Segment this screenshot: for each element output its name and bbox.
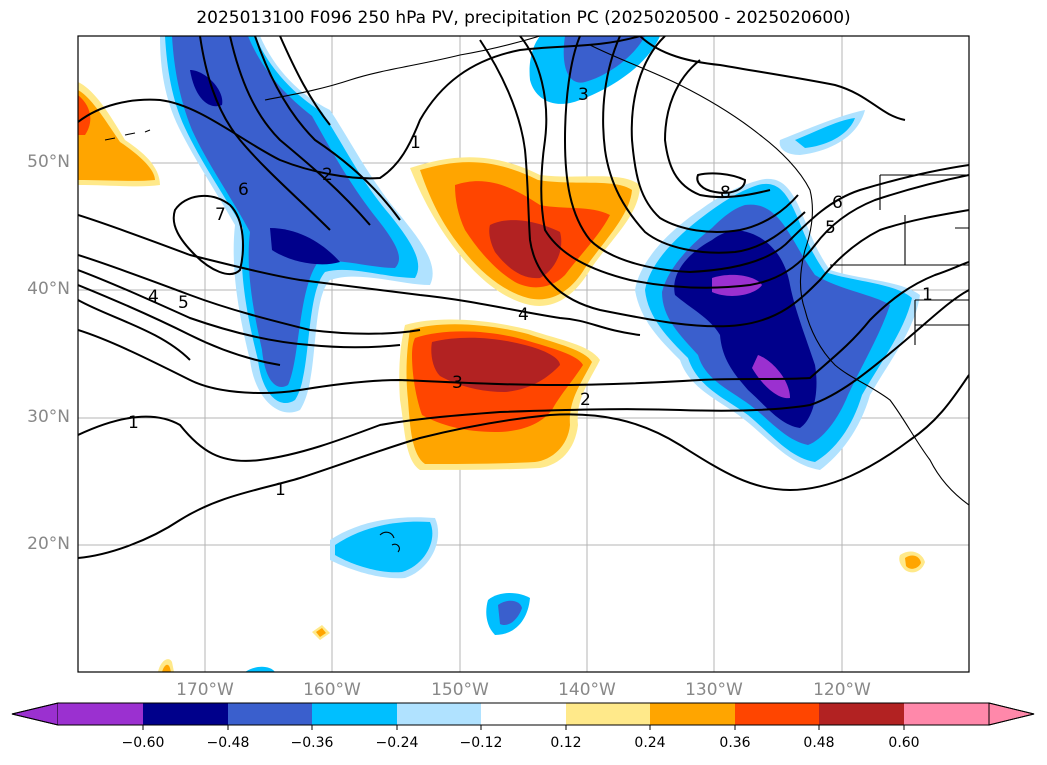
colorbar-tick-label: 0.48: [803, 735, 835, 751]
colorbar-tick-label: −0.36: [290, 735, 334, 751]
colorbar-tick-label: −0.48: [206, 735, 250, 751]
contour-label: 6: [832, 193, 843, 213]
contour-label: 6: [238, 180, 249, 200]
contour-label: 1: [128, 413, 139, 433]
coastlines: [104, 36, 969, 553]
colorbar-tick-label: 0.60: [888, 735, 920, 751]
colorbar-tick-label: 0.24: [634, 735, 666, 751]
lon-label: 130°W: [685, 680, 743, 700]
map-title: 2025013100 F096 250 hPa PV, precipitatio…: [196, 8, 851, 28]
lon-label: 170°W: [176, 680, 234, 700]
contour-labels: 1 1 1 2 3 4 4 5 5 6 6 7 8 1 2 3: [128, 85, 933, 500]
lat-label: 50°N: [27, 152, 70, 172]
contour-label: 4: [518, 305, 529, 325]
lon-label: 140°W: [558, 680, 616, 700]
contour-label: 8: [720, 183, 731, 203]
colorbar-tick-label: −0.12: [459, 735, 503, 751]
colorbar-tick-label: 0.12: [550, 735, 582, 751]
contour-label: 3: [578, 85, 589, 105]
colorbar-tick-label: −0.24: [375, 735, 419, 751]
pv-contours: [78, 36, 969, 559]
lon-label: 150°W: [431, 680, 489, 700]
lon-label: 120°W: [813, 680, 871, 700]
contour-label: 1: [922, 285, 933, 305]
colorbar-tick-label: −0.60: [121, 735, 165, 751]
contour-label: 3: [452, 373, 463, 393]
map-frame: [77, 35, 970, 673]
lat-label: 40°N: [27, 279, 70, 299]
lon-label: 160°W: [303, 680, 361, 700]
contour-label: 7: [215, 205, 226, 225]
contour-label: 2: [580, 390, 591, 410]
contour-label: 5: [825, 218, 836, 238]
contour-label: 5: [178, 293, 189, 313]
lat-label: 30°N: [27, 407, 70, 427]
contour-label: 1: [410, 133, 421, 153]
lat-label: 20°N: [27, 534, 70, 554]
contour-label: 4: [148, 287, 159, 307]
colorbar: [11, 702, 1035, 730]
contour-label: 2: [322, 165, 333, 185]
contour-label: 1: [275, 480, 286, 500]
map-plot-area: 1 1 1 2 3 4 4 5 5 6 6 7 8 1 2 3: [78, 36, 969, 672]
colorbar-tick-label: 0.36: [719, 735, 751, 751]
